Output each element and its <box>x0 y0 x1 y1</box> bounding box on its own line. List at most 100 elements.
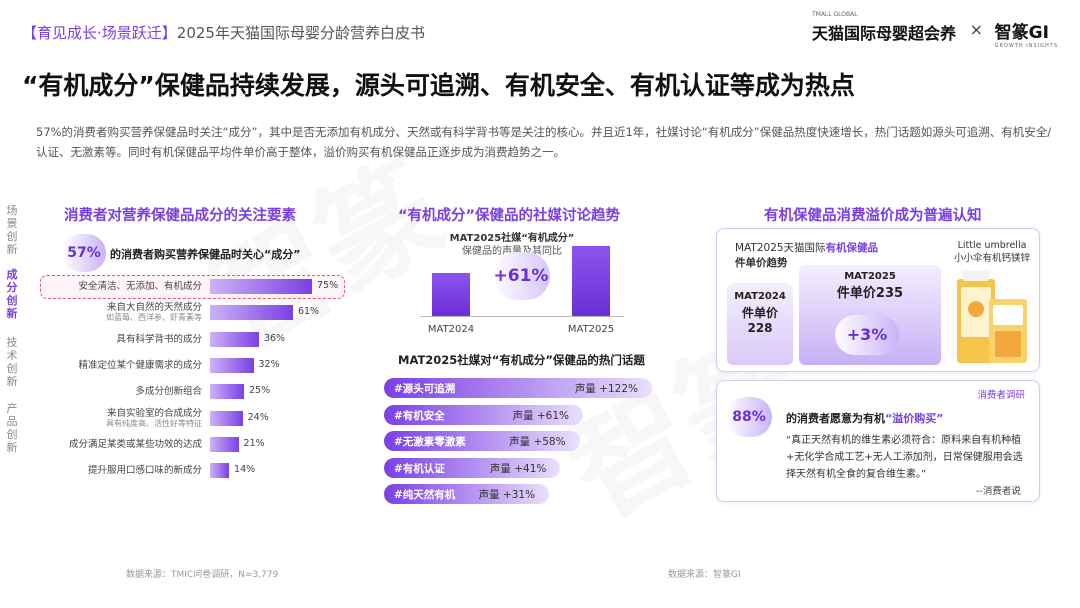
caption-line1: MAT2025社媒“有机成分” <box>449 233 575 244</box>
topic-value: 声量 +58% <box>509 436 566 448</box>
header-report-title: 2025年天猫国际母婴分龄营养白皮书 <box>176 24 425 42</box>
factor-value: 75% <box>317 280 339 291</box>
survey-card: 消费者调研 <box>716 380 1040 502</box>
caption-line2: 保健品的声量及其同比 <box>448 245 576 258</box>
topic-value: 声量 +61% <box>512 409 569 422</box>
badge-88-text-b: “溢价购买” <box>885 412 944 425</box>
product-image <box>953 269 1031 367</box>
topic-label: #源头可追溯 <box>394 383 456 395</box>
price-step-2024: MAT2024 件单价 228 <box>727 283 793 365</box>
left-section-title: 消费者对营养保健品成分的关注要素 <box>64 208 296 224</box>
social-volume-bar <box>572 246 610 316</box>
topic-value: 声量 +41% <box>489 462 547 475</box>
brand-gi-small: GROWTH INSIGHTS <box>994 43 1058 49</box>
topic-row: #无激素零激素 声量 +58% <box>384 431 580 451</box>
topic-label: #有机认证 <box>394 462 445 475</box>
product-name-en: Little umbrella <box>957 240 1027 251</box>
price-step-2025: MAT2025 件单价235 +3% <box>799 265 941 365</box>
factor-bar <box>210 357 254 373</box>
step-2024-value: 件单价 <box>741 306 778 320</box>
social-volume-bar <box>432 272 470 316</box>
report-header: 【育见成长·场景跃迁】2025年天猫国际母婴分龄营养白皮书 <box>22 22 425 43</box>
factor-label: 具有科学背书的成分 <box>0 334 202 346</box>
right-section-title: 有机保健品消费溢价成为普遍认知 <box>764 208 982 224</box>
factor-label: 安全清洁、无添加、有机成分 <box>0 281 202 293</box>
brand-gi-text: 智篆GI <box>994 23 1049 43</box>
factor-bar <box>210 384 244 400</box>
step-2024-num: 228 <box>747 321 773 335</box>
page-title: “有机成分”保健品持续发展，源头可追溯、有机安全、有机认证等成为热点 <box>22 71 855 100</box>
factor-value: 32% <box>258 358 280 370</box>
topic-value: 声量 +31% <box>478 489 536 501</box>
intro-paragraph: 57%的消费者购买营养保健品时关注“成分”，其中是否无添加有机成分、天然或有科学… <box>36 125 1052 159</box>
factor-label: 来自大自然的天然成分 如蓝莓、西洋参、虾青素等 <box>0 303 202 323</box>
step-2025-value: 件单价235 <box>836 286 904 301</box>
factor-bar <box>210 463 230 479</box>
factor-bar <box>210 279 312 294</box>
social-chart-caption: MAT2025社媒“有机成分” 保健品的声量及其同比 <box>448 232 576 258</box>
sidebar-item-3[interactable]: 技术创新 <box>6 336 18 388</box>
survey-tag: 消费者调研 <box>977 390 1025 401</box>
price-trend-card: MAT2025天猫国际有机保健品 件单价趋势 MAT2024 件单价 228 M… <box>716 228 1040 372</box>
price-card-heading: MAT2025天猫国际有机保健品 件单价趋势 <box>735 241 878 271</box>
badge-57-percent: 57% <box>62 234 106 272</box>
topic-label: #有机安全 <box>394 409 445 422</box>
social-bar-label: MAT2025 <box>567 324 615 335</box>
badge-88-text: 的消费者愿意为有机“溢价购买” <box>786 410 943 426</box>
growth-3-badge: +3% <box>835 315 899 355</box>
factor-bar <box>210 305 293 321</box>
brand-separator: × <box>969 20 983 39</box>
factor-label: 提升服用口感口味的新成分 <box>0 465 202 477</box>
step-2024-label: MAT2024 <box>734 291 786 302</box>
factor-value: 36% <box>263 332 286 344</box>
factor-value: 24% <box>247 411 269 423</box>
factor-bar <box>210 410 243 426</box>
quote-author: --消费者说 <box>976 486 1021 497</box>
factor-value: 61% <box>297 306 320 318</box>
topic-row: #纯天然有机 声量 +31% <box>384 484 550 504</box>
factor-label-text: 提升服用口感口味的新成分 <box>87 465 202 477</box>
factor-label-sub: 如蓝莓、西洋参、虾青素等 <box>106 313 202 323</box>
brand-tmall-text: 天猫国际母婴超会养 <box>811 24 956 43</box>
middle-section-title: “有机成分”保健品的社媒讨论趋势 <box>398 208 621 224</box>
product-name-cn: 小小伞有机钙镁锌 <box>953 253 1030 264</box>
header-bracket: 【育见成长·场景跃迁】 <box>22 24 177 42</box>
topic-value: 声量 +122% <box>574 383 638 395</box>
growth-61-badge: +61% <box>492 252 550 300</box>
sidebar-item-2[interactable]: 成分创新 <box>6 268 18 320</box>
factor-label-text: 精准定位某个健康需求的成分 <box>78 359 202 371</box>
badge-88-percent: 88% <box>726 397 772 437</box>
topic-label: #无激素零激素 <box>394 436 466 448</box>
consumer-quote: “真正天然有机的维生素必须符合：原料来自有机种植+无化学合成工艺+无人工添加剂，… <box>786 435 1023 480</box>
factor-label-text: 来自实验室的合成成分 <box>106 407 202 419</box>
sidebar-item-4[interactable]: 产品创新 <box>6 402 18 454</box>
topic-row: #源头可追溯 声量 +122% <box>384 378 652 398</box>
social-bar-label: MAT2024 <box>427 324 475 335</box>
social-chart-baseline <box>420 316 624 317</box>
factor-value: 14% <box>234 464 256 476</box>
step-2025-label: MAT2025 <box>844 271 896 282</box>
price-card-line1: MAT2025天猫国际 <box>735 242 826 254</box>
factor-bar <box>210 436 239 452</box>
factor-label: 精准定位某个健康需求的成分 <box>0 360 202 372</box>
badge-88-text-a: 的消费者愿意为有机 <box>786 412 885 425</box>
topic-row: #有机认证 声量 +41% <box>384 457 561 478</box>
factor-label-text: 安全清洁、无添加、有机成分 <box>78 281 202 292</box>
left-source: 数据来源：TMIC问卷调研，N=3,779 <box>126 570 279 580</box>
factor-label-text: 具有科学背书的成分 <box>116 333 202 345</box>
badge-57-text: 的消费者购买营养保健品时关心“成分” <box>110 248 301 261</box>
brand-tmall-small: TMALL GLOBAL <box>811 11 858 18</box>
factor-label: 多成分创新组合 <box>0 386 202 398</box>
factor-label: 来自实验室的合成成分 具有纯度高、活性好等特征 <box>0 407 202 429</box>
factor-value: 21% <box>243 437 265 449</box>
topic-label: #纯天然有机 <box>394 489 456 501</box>
price-card-line2: 件单价趋势 <box>735 257 788 269</box>
factor-bar <box>210 331 259 347</box>
brand-gi-logo: 智篆GI GROWTH INSIGHTS <box>995 18 1058 49</box>
factor-value: 25% <box>249 385 271 397</box>
factor-label-text: 多成分创新组合 <box>135 386 202 398</box>
price-card-highlight: 有机保健品 <box>825 242 879 254</box>
sidebar-item-1[interactable]: 场景创新 <box>6 204 18 256</box>
factor-label-text: 成分满足某类或某些功效的达成 <box>68 438 202 450</box>
middle-source: 数据来源：智篆GI <box>668 570 741 580</box>
